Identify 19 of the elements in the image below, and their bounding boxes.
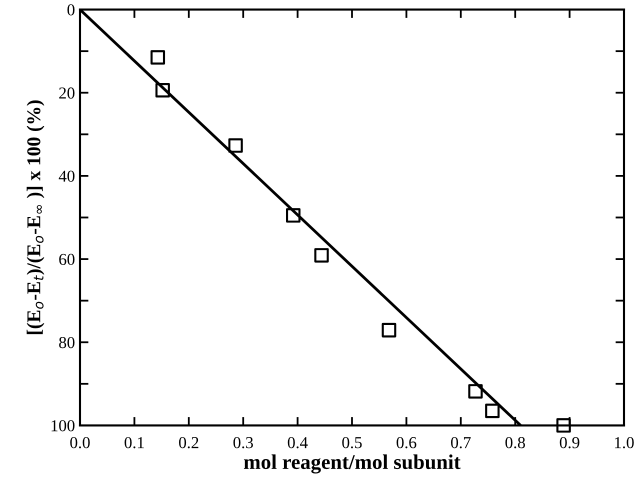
x-axis-title: mol reagent/mol subunit [244, 454, 461, 474]
x-tick-label: 0.5 [342, 437, 362, 448]
text: [(E$_{o}$-E$_{t}$)/(E$_{o}$-E$_{∞}$ )] x 100 (%) [26, 100, 44, 334]
x-tick-label: 0.2 [179, 437, 198, 448]
y-tick-label: 60 [59, 254, 75, 266]
y-tick-label: 100 [52, 420, 75, 432]
y-tick-label: 0 [67, 4, 75, 16]
x-tick-label: 0.3 [233, 437, 253, 448]
y-tick-label: 20 [59, 87, 75, 99]
x-tick-label: 0.6 [396, 437, 416, 448]
y-tick-label: 40 [58, 170, 75, 182]
x-tick-label: 0.0 [70, 437, 90, 448]
x-tick-label: 0.4 [288, 437, 308, 448]
y-tick-label: 80 [59, 336, 75, 348]
x-tick-label: 0.7 [451, 437, 471, 448]
x-tick-label: 1.0 [615, 437, 634, 448]
x-tick-label: 0.8 [505, 437, 525, 448]
x-tick-label: 0.1 [124, 437, 144, 448]
x-tick-label: 0.9 [560, 437, 580, 448]
